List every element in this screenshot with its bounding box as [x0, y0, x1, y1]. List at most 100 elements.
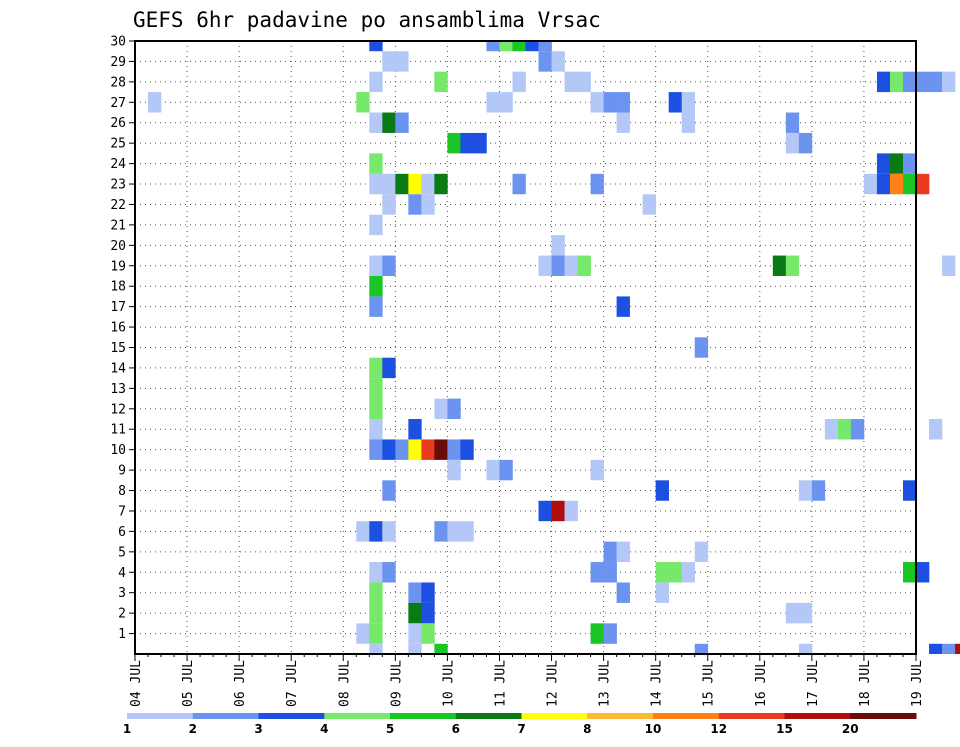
x-tick-label: 10 JUL — [441, 660, 456, 707]
y-tick-label: 30 — [110, 35, 126, 50]
data-cell — [499, 459, 513, 481]
y-tick-label: 2 — [118, 607, 126, 622]
colorbar-label: 12 — [710, 722, 727, 736]
data-cell — [902, 153, 917, 174]
data-cell — [434, 439, 448, 460]
data-cell — [577, 255, 591, 276]
data-cell — [694, 643, 709, 654]
y-tick-label: 24 — [110, 157, 126, 172]
data-cell — [395, 51, 409, 72]
data-cell — [681, 92, 696, 113]
data-cell — [785, 132, 800, 154]
data-cell — [564, 500, 578, 522]
colorbar-swatch — [192, 713, 259, 719]
data-cell — [916, 173, 930, 195]
y-tick-label: 6 — [118, 525, 126, 540]
y-tick-label: 26 — [110, 116, 126, 131]
colorbar-swatch — [784, 713, 851, 719]
colorbar-label: 2 — [189, 722, 197, 736]
y-tick-label: 22 — [110, 198, 126, 213]
data-cell — [447, 439, 461, 460]
data-cell — [603, 541, 617, 563]
x-tick-label: 05 JUL — [181, 660, 196, 707]
data-cell — [447, 521, 461, 542]
data-cell — [460, 521, 474, 542]
data-cell — [603, 623, 617, 644]
data-cell — [369, 562, 383, 583]
y-tick-label: 21 — [110, 218, 126, 233]
y-tick-label: 17 — [110, 300, 126, 315]
data-cell — [486, 41, 500, 52]
data-cell — [421, 173, 435, 195]
data-cell — [538, 255, 552, 276]
data-cell — [929, 419, 943, 440]
data-cell — [369, 173, 383, 195]
data-cell — [486, 92, 500, 113]
colorbar-swatch — [324, 713, 391, 719]
data-cell — [512, 173, 526, 195]
data-cell — [668, 92, 682, 113]
data-cell — [590, 623, 604, 644]
data-cell — [590, 173, 604, 195]
data-cell — [499, 92, 513, 113]
data-cell — [408, 173, 422, 195]
colorbar-swatch — [718, 713, 785, 719]
data-cell — [473, 132, 487, 154]
data-cell — [942, 71, 956, 93]
data-cell — [929, 71, 943, 93]
data-cell — [603, 562, 617, 583]
data-cell — [369, 71, 383, 93]
y-tick-label: 18 — [110, 280, 126, 295]
data-cell — [876, 173, 891, 195]
colorbar-swatch — [587, 713, 654, 719]
x-tick-label: 14 JUL — [650, 660, 665, 707]
data-cell — [356, 92, 370, 113]
data-cell — [434, 398, 448, 420]
colorbar-legend: 1 2 3 4 5 6 7 8 10 12 15 20 — [123, 713, 917, 736]
data-cell — [369, 602, 383, 624]
data-cell — [642, 194, 656, 215]
data-cell — [538, 500, 552, 522]
chart-title: GEFS 6hr padavine po ansamblima Vrsac — [133, 8, 601, 32]
data-cell — [408, 623, 422, 644]
y-tick-label: 11 — [110, 423, 126, 438]
data-cell — [356, 623, 370, 644]
data-cell — [369, 521, 383, 542]
data-cell — [382, 112, 396, 133]
data-cell — [499, 41, 513, 52]
data-cell — [369, 582, 383, 603]
data-cell — [616, 541, 630, 563]
data-cell — [408, 582, 422, 603]
y-tick-label: 27 — [110, 96, 126, 111]
data-cell — [408, 194, 422, 215]
colorbar-label: 8 — [583, 722, 591, 736]
y-tick-label: 15 — [110, 341, 126, 356]
x-tick-label: 09 JUL — [389, 660, 404, 707]
data-cell — [369, 41, 383, 52]
colorbar-label: 1 — [123, 722, 131, 736]
data-cell — [408, 602, 422, 624]
data-cell — [850, 419, 865, 440]
data-cell — [590, 92, 604, 113]
data-cell — [421, 439, 435, 460]
y-tick-label: 3 — [118, 586, 126, 601]
data-cell — [382, 562, 396, 583]
data-cell — [382, 194, 396, 215]
data-cell — [447, 459, 461, 481]
data-cell — [447, 398, 461, 420]
data-cell — [902, 480, 917, 501]
data-cell — [889, 71, 904, 93]
data-cell — [525, 41, 539, 52]
y-tick-label: 16 — [110, 321, 126, 336]
y-tick-label: 4 — [118, 566, 126, 581]
data-cell — [434, 71, 448, 93]
data-cell — [811, 480, 826, 501]
data-cell — [785, 255, 800, 276]
y-tick-label: 12 — [110, 402, 126, 417]
colorbar-label: 10 — [645, 722, 662, 736]
data-cell — [512, 71, 526, 93]
y-tick-label: 7 — [118, 504, 126, 519]
colorbar-label: 4 — [320, 722, 328, 736]
grid-lines — [135, 40, 916, 654]
